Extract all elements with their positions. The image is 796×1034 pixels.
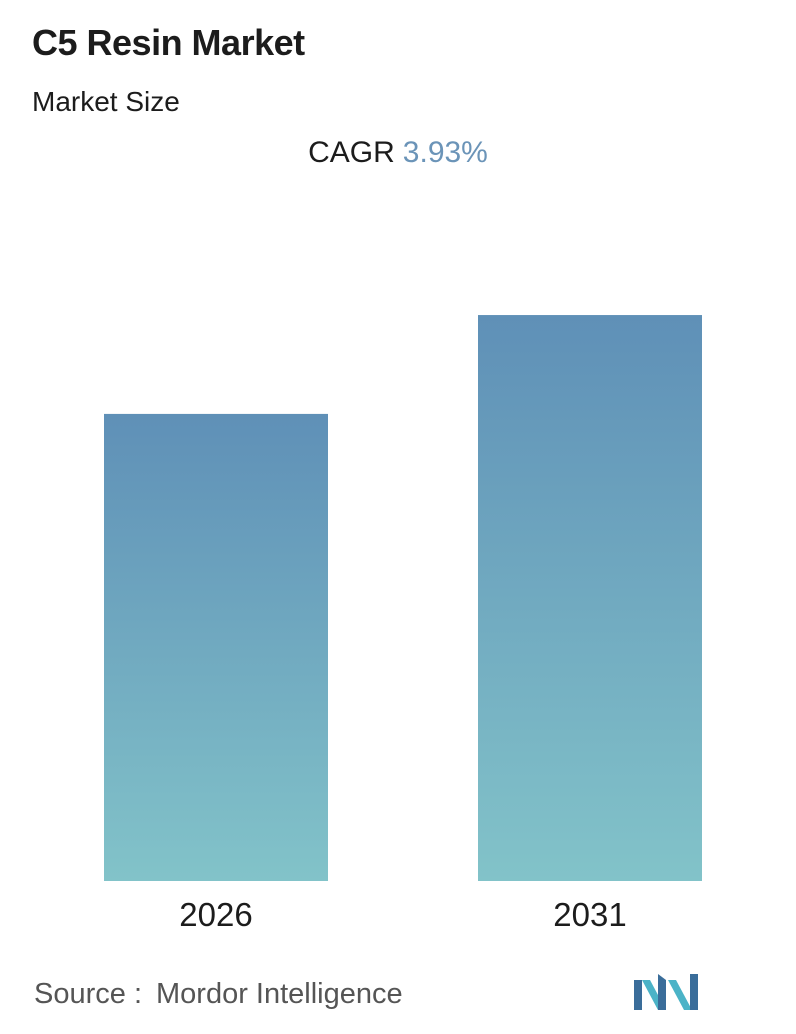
source-credit: Source : Mordor Intelligence (34, 978, 403, 1011)
source-label: Source : (34, 978, 142, 1010)
cagr-value: 3.93% (402, 136, 488, 169)
source-name: Mordor Intelligence (156, 978, 403, 1010)
chart-subtitle: Market Size (32, 86, 180, 117)
cagr-label: CAGR (308, 136, 395, 169)
cagr-annotation: CAGR 3.93% (0, 136, 796, 170)
chart-title: C5 Resin Market (32, 22, 305, 63)
bar-2026 (104, 413, 328, 881)
x-tick-label-2031: 2031 (553, 896, 626, 933)
x-tick-label-2026: 2026 (179, 896, 252, 933)
mordor-intelligence-logo-icon (634, 974, 698, 1010)
bar-2031 (478, 315, 702, 882)
